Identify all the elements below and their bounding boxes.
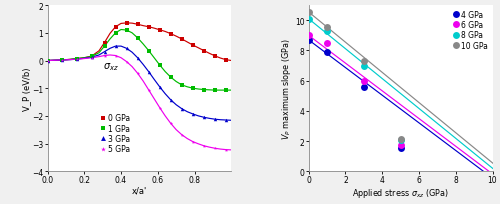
X-axis label: x/a': x/a' [132,186,147,195]
Legend: 0 GPa, 1 GPa, 3 GPa, 5 GPa: 0 GPa, 1 GPa, 3 GPa, 5 GPa [101,113,130,154]
Y-axis label: $V_P$ maximum slope (GPa): $V_P$ maximum slope (GPa) [280,38,293,139]
Text: $\sigma_{xz}$: $\sigma_{xz}$ [102,60,118,72]
X-axis label: Applied stress $\sigma_{xz}$ (GPa): Applied stress $\sigma_{xz}$ (GPa) [352,186,449,199]
Legend: 4 GPa, 6 GPa, 8 GPa, 10 GPa: 4 GPa, 6 GPa, 8 GPa, 10 GPa [454,10,488,51]
Y-axis label: V_P (eV/b): V_P (eV/b) [22,67,30,110]
